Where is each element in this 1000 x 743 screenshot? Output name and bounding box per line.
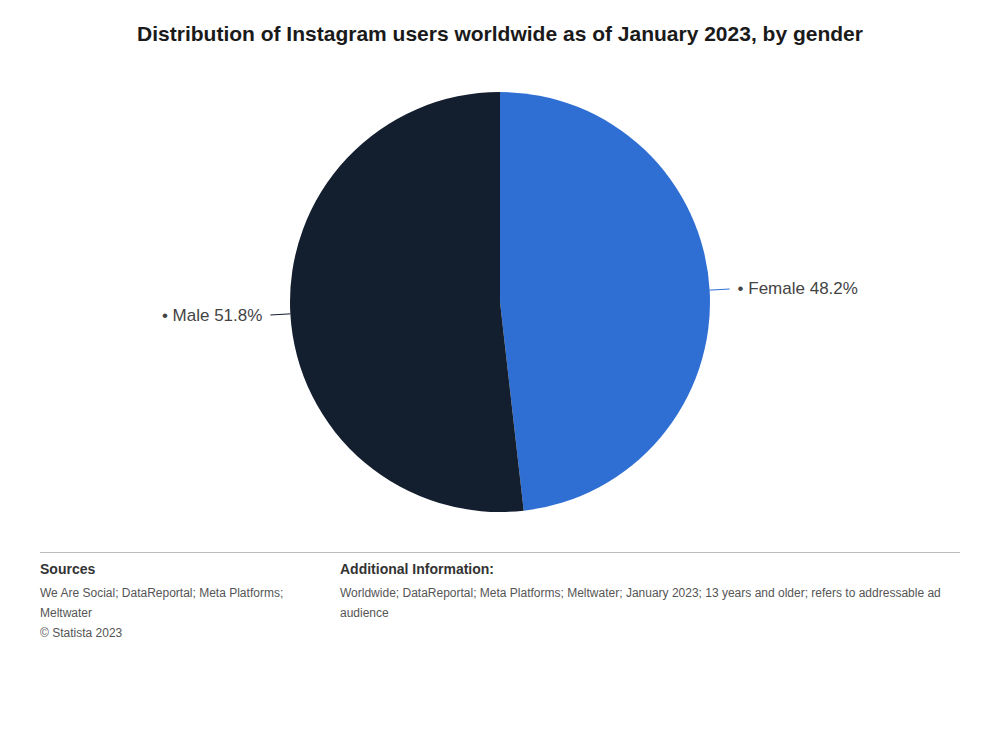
html-text:Worldwide; DataReportal; Meta: Worldwide; DataReportal; Meta Platforms;… (340, 586, 941, 620)
svg-text:• Female 48.2%: • Female 48.2% (738, 279, 858, 298)
svg-text:• Male 51.8%: • Male 51.8% (162, 306, 262, 325)
html-text:Sources: Sources (40, 561, 96, 577)
html-text:Distribution of Instagram user: Distribution of Instagram users worldwid… (137, 22, 863, 45)
html-text:We Are Social; DataReportal; M: We Are Social; DataReportal; Meta Platfo… (40, 586, 284, 600)
html-text:© Statista 2023: © Statista 2023 (40, 626, 123, 640)
html-text:Additional Information:: Additional Information: (340, 561, 494, 577)
html-text:Meltwater: Meltwater (40, 606, 92, 620)
